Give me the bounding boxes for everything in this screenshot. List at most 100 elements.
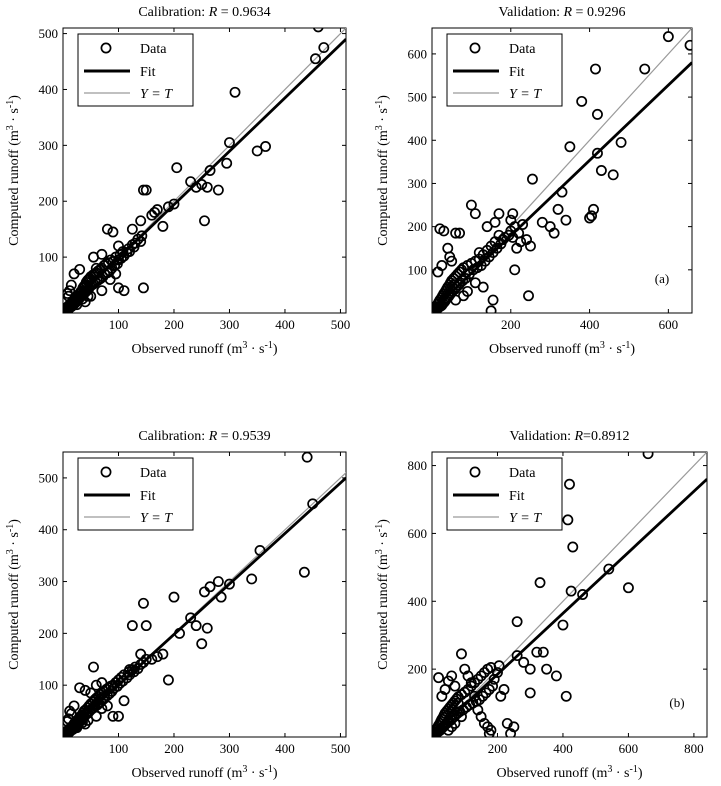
data-point bbox=[90, 710, 102, 722]
data-point bbox=[465, 680, 477, 692]
y-tick-label: 300 bbox=[408, 176, 428, 191]
x-axis-label: Observed runoff (m3 · s-1) bbox=[489, 340, 635, 358]
x-tick-label: 100 bbox=[109, 741, 129, 756]
data-point bbox=[475, 670, 487, 682]
data-point bbox=[642, 452, 654, 460]
panel-tag: (b) bbox=[669, 695, 684, 710]
y-tick-label: 200 bbox=[39, 626, 59, 641]
data-point bbox=[126, 620, 138, 632]
x-tick-label: 300 bbox=[220, 317, 240, 332]
x-tick-label: 100 bbox=[109, 317, 129, 332]
data-point bbox=[446, 721, 458, 733]
y-tick-label: 300 bbox=[39, 574, 59, 589]
data-point bbox=[556, 186, 568, 198]
data-point bbox=[146, 209, 158, 221]
data-point bbox=[118, 695, 130, 707]
y-tick-label: 500 bbox=[39, 470, 59, 485]
data-point bbox=[85, 687, 97, 699]
data-point bbox=[483, 684, 495, 695]
data-point bbox=[477, 690, 489, 702]
data-point bbox=[174, 627, 185, 639]
y-tick-label: 400 bbox=[39, 522, 59, 537]
data-point bbox=[469, 690, 481, 702]
data-point bbox=[246, 573, 258, 585]
data-point bbox=[113, 282, 124, 294]
data-point bbox=[190, 181, 202, 193]
legend-fit-label: Fit bbox=[509, 489, 525, 504]
data-point bbox=[212, 184, 224, 196]
data-point bbox=[204, 165, 216, 176]
x-tick-label: 600 bbox=[619, 741, 639, 756]
data-point bbox=[140, 184, 152, 196]
data-point bbox=[151, 651, 163, 663]
data-point bbox=[662, 31, 674, 43]
data-point bbox=[462, 670, 474, 682]
data-point bbox=[501, 717, 513, 729]
data-point bbox=[511, 650, 523, 662]
data-point bbox=[168, 591, 180, 603]
y-axis-label: Computed runoff (m3 · s-1) bbox=[374, 519, 392, 670]
data-point bbox=[71, 299, 83, 311]
data-point bbox=[124, 664, 136, 676]
data-point bbox=[565, 585, 577, 597]
x-tick-label: 200 bbox=[164, 317, 184, 332]
y-tick-label: 500 bbox=[408, 90, 428, 105]
data-point bbox=[595, 165, 607, 176]
x-tick-label: 200 bbox=[488, 741, 508, 756]
data-point bbox=[64, 285, 76, 297]
x-tick-label: 600 bbox=[659, 317, 679, 332]
data-point bbox=[507, 208, 519, 220]
data-point bbox=[151, 204, 163, 216]
data-point bbox=[485, 724, 497, 736]
legend-data-marker bbox=[100, 466, 112, 478]
data-point bbox=[473, 247, 485, 258]
data-point bbox=[478, 717, 490, 729]
data-point bbox=[525, 240, 536, 252]
data-point bbox=[603, 563, 615, 575]
data-point bbox=[229, 86, 241, 98]
legend-fit-label: Fit bbox=[140, 489, 156, 504]
data-point bbox=[318, 42, 330, 54]
data-point bbox=[168, 198, 180, 210]
data-point bbox=[492, 667, 503, 678]
data-point bbox=[577, 589, 589, 600]
chart-title: Calibration: R = 0.9634 bbox=[138, 5, 270, 20]
x-tick-label: 500 bbox=[331, 741, 351, 756]
data-point bbox=[107, 226, 119, 238]
data-point bbox=[260, 141, 271, 152]
data-point bbox=[90, 262, 102, 274]
legend-data-marker bbox=[469, 466, 481, 478]
data-point bbox=[524, 687, 536, 699]
y-tick-label: 100 bbox=[408, 262, 428, 277]
data-point bbox=[115, 252, 127, 264]
legend-yt-label: Y = T bbox=[140, 511, 173, 526]
data-point bbox=[588, 203, 599, 215]
data-point bbox=[149, 206, 161, 218]
data-point bbox=[110, 268, 122, 280]
legend-data-label: Data bbox=[140, 466, 167, 481]
data-point bbox=[475, 711, 487, 723]
data-point bbox=[488, 673, 500, 685]
data-point bbox=[74, 682, 86, 694]
data-point bbox=[140, 620, 152, 632]
data-point bbox=[472, 704, 484, 716]
legend-data-label: Data bbox=[509, 42, 536, 57]
data-point bbox=[138, 597, 149, 609]
data-point bbox=[489, 216, 501, 228]
data-point bbox=[449, 717, 461, 729]
data-point bbox=[557, 619, 569, 631]
data-point bbox=[113, 240, 124, 252]
y-tick-label: 200 bbox=[408, 219, 428, 234]
data-point bbox=[449, 680, 461, 692]
data-point bbox=[63, 716, 73, 727]
data-point bbox=[509, 264, 521, 276]
y-tick-label: 600 bbox=[408, 526, 428, 541]
data-point bbox=[472, 673, 484, 685]
panel-tag: (a) bbox=[655, 271, 669, 286]
data-point bbox=[171, 162, 183, 174]
y-axis-label: Computed runoff (m3 · s-1) bbox=[5, 95, 23, 246]
chart-title: Calibration: R = 0.9539 bbox=[138, 429, 270, 444]
data-point bbox=[552, 203, 564, 215]
data-point bbox=[76, 293, 88, 305]
y-tick-label: 600 bbox=[408, 46, 428, 61]
